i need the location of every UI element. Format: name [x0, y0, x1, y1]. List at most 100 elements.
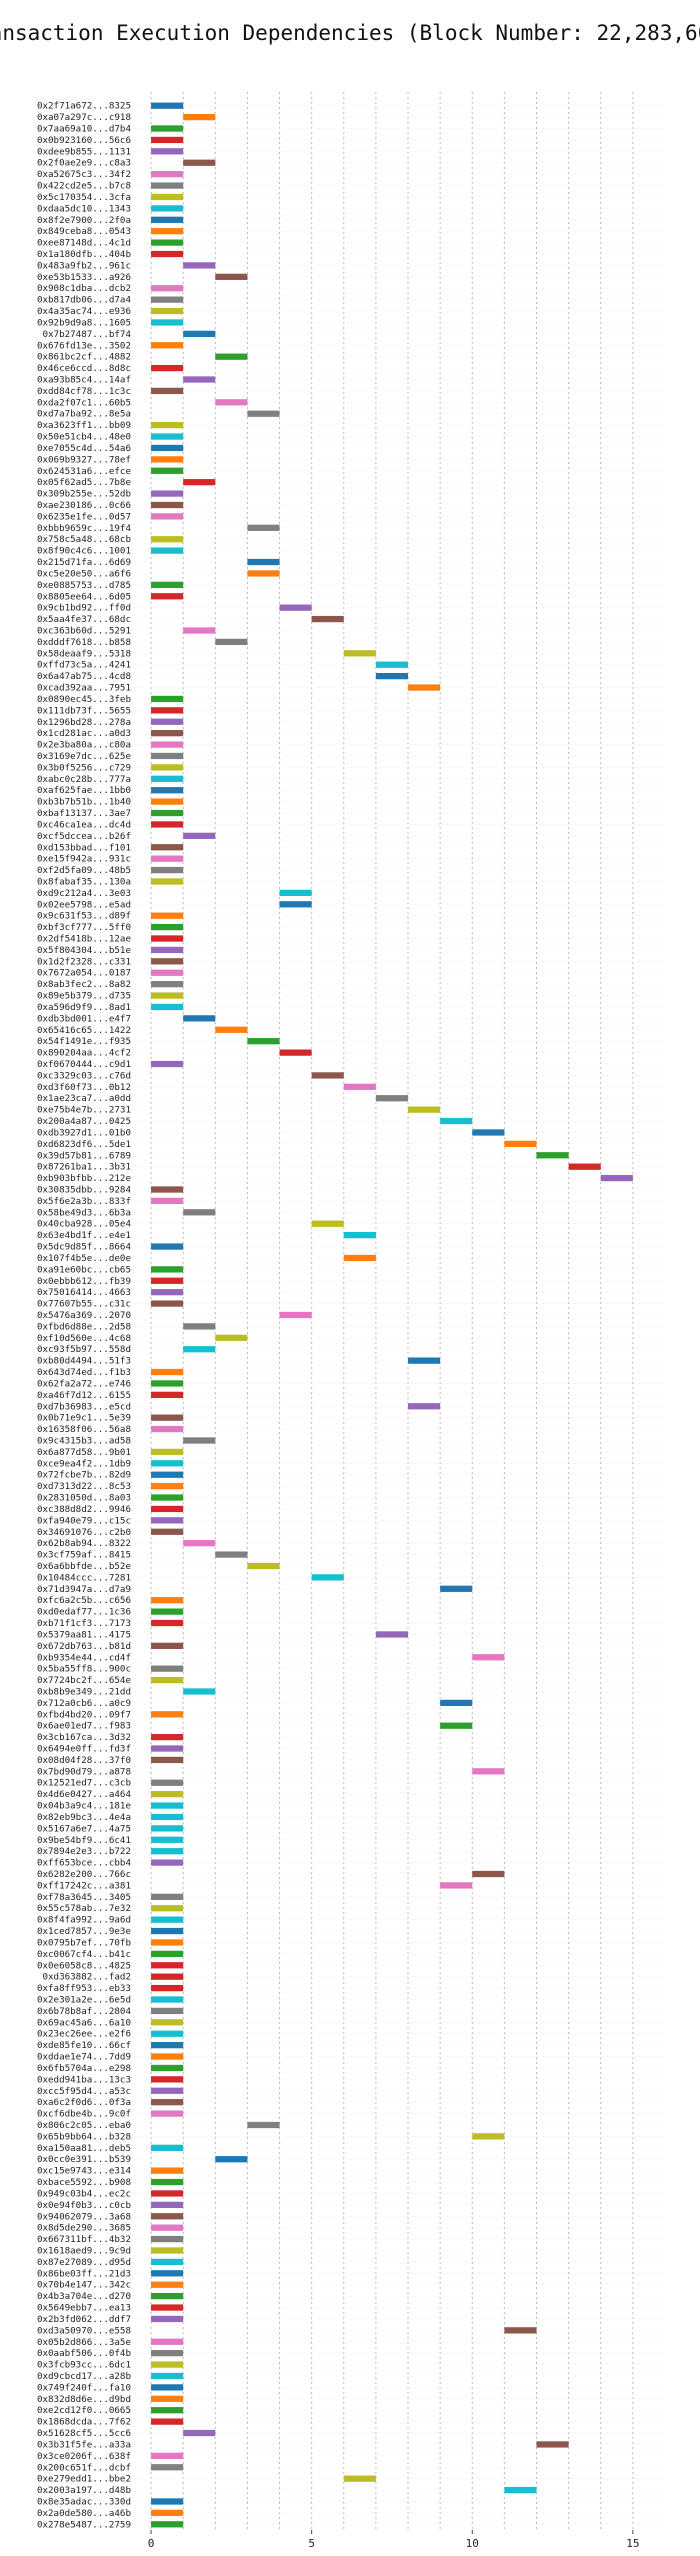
tx-bar — [151, 422, 184, 429]
tx-bar — [151, 730, 184, 737]
tx-label: 0x8f2e7900...2f0a — [37, 215, 131, 226]
tx-bar — [151, 946, 184, 954]
tx-label: 0x46ce6ccd...8d8c — [37, 363, 131, 374]
tx-bar — [151, 2464, 184, 2471]
tx-label: 0x1ced7857...9e3e — [37, 1926, 131, 1937]
tx-label: 0x8fabaf35...130a — [37, 876, 131, 887]
tx-bar — [215, 353, 248, 360]
tx-bar — [472, 1870, 505, 1878]
tx-bar — [151, 718, 184, 725]
y-tick-labels: 0x2f71a672...83250xa07a297c...c9180x7aa6… — [37, 101, 132, 2531]
tx-label: 0xffd73c5a...4241 — [37, 660, 131, 671]
tx-bar — [151, 2384, 184, 2391]
tx-bar — [151, 490, 184, 497]
tx-bar — [151, 1802, 184, 1809]
tx-label: 0x0b71e9c1...5e39 — [37, 1413, 131, 1424]
tx-bar — [151, 1471, 184, 1478]
tx-bar — [536, 1152, 569, 1159]
tx-bar — [151, 2087, 184, 2094]
tx-label: 0xfbd4bd20...09f7 — [37, 1709, 131, 1720]
tx-label: 0x0aabf506...0f4b — [37, 2348, 131, 2359]
tx-bar — [375, 661, 409, 668]
tx-label: 0x2b3fd062...ddf7 — [37, 2314, 131, 2325]
tx-label: 0x0890ec45...3feb — [37, 694, 131, 705]
tx-bar — [504, 1140, 537, 1148]
tx-bar — [279, 889, 312, 897]
tx-label: 0x6b78b8af...2804 — [37, 2006, 132, 2017]
tx-bar — [151, 1676, 184, 1684]
tx-bar — [440, 1722, 473, 1729]
tx-label: 0xc0067cf4...b41c — [37, 1949, 131, 1960]
tx-label: 0x54f1491e...f935 — [37, 1036, 131, 1047]
tx-label: 0xa91e60bc...cb65 — [37, 1264, 131, 1275]
tx-label: 0xb903bfbb...212e — [37, 1173, 131, 1184]
tx-label: 0xd153bbad...f101 — [37, 842, 131, 853]
tx-bar — [472, 1768, 505, 1775]
tx-label: 0x667311bf...4b32 — [37, 2234, 131, 2245]
tx-label: 0x7672a054...0187 — [37, 968, 131, 979]
tx-bar — [151, 798, 184, 805]
tx-bar — [151, 593, 184, 600]
tx-bar — [151, 1893, 184, 1900]
tx-bar — [151, 2521, 184, 2528]
tx-bar — [247, 570, 280, 577]
tx-label: 0xd7b36983...e5cd — [37, 1401, 131, 1412]
tx-bar — [151, 2395, 184, 2402]
tx-bar — [151, 2235, 184, 2243]
tx-bar — [151, 1848, 184, 1855]
tx-label: 0x2e3ba80a...c80a — [37, 740, 131, 751]
tx-bar — [151, 182, 184, 189]
tx-label: 0x5aa4fe37...68dc — [37, 614, 131, 625]
tx-label: 0x6282e200...766c — [37, 1869, 131, 1880]
tx-label: 0x5dc9d85f...8664 — [37, 1242, 132, 1253]
tx-label: 0xf10d560e...4c68 — [37, 1333, 131, 1344]
tx-label: 0x908c1dba...dcb2 — [37, 283, 131, 294]
tx-bar — [311, 1072, 344, 1079]
tx-bar — [183, 262, 216, 269]
tx-bar — [151, 1266, 184, 1273]
tx-label: 0x949c03b4...ec2c — [37, 2188, 131, 2199]
tx-bar — [151, 1528, 184, 1535]
tx-bar — [183, 2429, 216, 2437]
tx-label: 0x832d8d6e...d9bd — [37, 2394, 131, 2405]
tx-bar — [151, 216, 184, 223]
tx-bar — [215, 2156, 248, 2163]
tx-label: 0x6ae01ed7...f983 — [37, 1721, 131, 1732]
tx-label: 0x2f0ae2e9...c8a3 — [37, 158, 131, 169]
tx-bar — [215, 399, 248, 406]
tx-label: 0x5ba55ff8...900c — [37, 1664, 131, 1675]
tx-label: 0x6a6bbfde...b52e — [37, 1561, 131, 1572]
tx-bar — [151, 239, 184, 246]
tx-bar — [151, 444, 184, 452]
tx-label: 0x8d5de290...3685 — [37, 2223, 131, 2234]
tx-bar — [408, 684, 441, 691]
tx-bar — [151, 707, 184, 714]
tx-bar — [151, 1939, 184, 1946]
tx-bar — [151, 2270, 184, 2277]
tx-label: 0xda2f07c1...60b5 — [37, 397, 131, 408]
tx-label: 0x6235e1fe...0d57 — [37, 511, 131, 522]
tx-label: 0xe0885753...d785 — [37, 580, 131, 591]
tx-bar — [151, 923, 184, 931]
tx-label: 0xa93b85c4...14af — [37, 375, 131, 386]
tx-label: 0x2f71a672...8325 — [37, 101, 131, 112]
tx-label: 0x0e6058c8...4825 — [37, 1960, 131, 1971]
tx-label: 0x10484ccc...7281 — [37, 1572, 131, 1583]
tx-label: 0x2003a197...d48b — [37, 2485, 131, 2496]
tx-bar — [183, 113, 216, 121]
tx-label: 0xa150aa81...deb5 — [37, 2143, 131, 2154]
tx-label: 0xb3b7b51b...1b40 — [37, 797, 131, 808]
tx-label: 0xce9ea4f2...1db9 — [37, 1458, 131, 1469]
tx-bar — [151, 1733, 184, 1741]
tx-label: 0xf78a3645...3405 — [37, 1892, 131, 1903]
tx-label: 0xd3f60f73...0b12 — [37, 1082, 131, 1093]
tx-label: 0x1cd281ac...a0d3 — [37, 728, 131, 739]
tx-bar — [151, 2076, 184, 2083]
tx-bar — [151, 2042, 184, 2049]
tx-label: 0x65b9bb64...b328 — [37, 2131, 131, 2142]
grid-lines — [135, 92, 665, 2530]
tx-bar — [183, 627, 216, 634]
tx-label: 0xdb3bd001...e4f7 — [37, 1013, 131, 1024]
tx-bar — [151, 250, 184, 258]
tx-bar — [151, 981, 184, 988]
